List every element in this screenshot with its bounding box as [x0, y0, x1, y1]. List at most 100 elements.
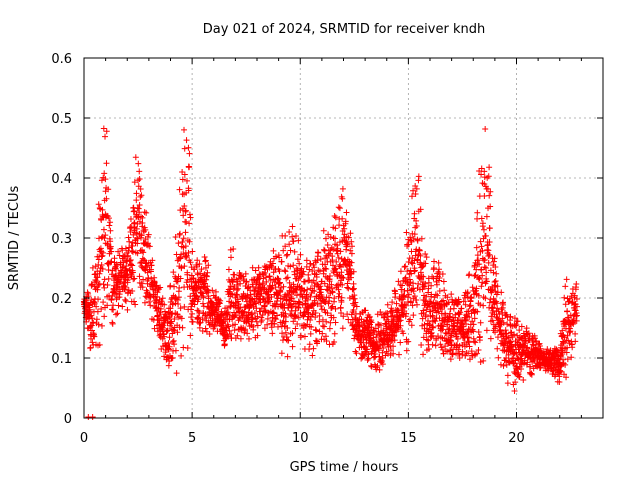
data-point	[179, 176, 186, 183]
data-point	[114, 310, 121, 317]
data-point	[106, 222, 113, 229]
data-point	[339, 215, 346, 222]
data-point	[218, 308, 225, 315]
data-point	[397, 339, 404, 346]
data-point	[289, 223, 296, 230]
data-point	[181, 145, 188, 152]
data-point	[307, 330, 314, 337]
data-point	[290, 262, 297, 269]
data-point	[339, 281, 346, 288]
data-point	[494, 345, 501, 352]
data-point	[332, 319, 339, 326]
data-point	[185, 249, 192, 256]
data-point	[486, 192, 493, 199]
data-point	[161, 308, 168, 315]
data-point	[202, 258, 209, 265]
data-point	[494, 305, 501, 312]
data-point	[126, 257, 133, 264]
data-point	[332, 214, 339, 221]
data-point	[422, 260, 429, 267]
data-point	[274, 312, 281, 319]
data-point	[415, 173, 422, 180]
data-point	[125, 234, 132, 241]
data-point	[344, 240, 351, 247]
data-point	[177, 255, 184, 262]
data-point	[319, 316, 326, 323]
data-point	[312, 326, 319, 333]
data-point	[326, 341, 333, 348]
data-point	[186, 238, 193, 245]
data-point	[94, 308, 101, 315]
data-point	[328, 281, 335, 288]
data-point	[170, 269, 177, 276]
data-point	[89, 339, 96, 346]
data-point	[249, 264, 256, 271]
data-point	[337, 248, 344, 255]
data-point	[103, 160, 110, 167]
data-point	[340, 274, 347, 281]
data-point	[475, 328, 482, 335]
data-point	[138, 280, 145, 287]
data-point	[139, 219, 146, 226]
data-point	[133, 225, 140, 232]
data-point	[90, 332, 97, 339]
data-point	[126, 266, 133, 273]
data-point	[200, 300, 207, 307]
data-point	[332, 225, 339, 232]
data-point	[173, 370, 180, 377]
data-point	[177, 207, 184, 214]
data-point	[243, 278, 250, 285]
data-point	[182, 243, 189, 250]
data-point	[282, 318, 289, 325]
data-point	[237, 280, 244, 287]
data-point	[331, 338, 338, 345]
data-point	[189, 318, 196, 325]
data-point	[420, 351, 427, 358]
data-point	[108, 258, 115, 265]
data-point	[301, 287, 308, 294]
chart-title: Day 021 of 2024, SRMTID for receiver knd…	[203, 22, 485, 37]
data-point	[310, 345, 317, 352]
data-point	[464, 334, 471, 341]
data-point	[225, 323, 232, 330]
data-point	[300, 268, 307, 275]
data-point	[403, 347, 410, 354]
data-point	[332, 265, 339, 272]
data-point	[133, 197, 140, 204]
data-point	[432, 342, 439, 349]
data-point	[351, 302, 358, 309]
data-point	[326, 297, 333, 304]
data-point	[161, 353, 168, 360]
data-point	[217, 297, 224, 304]
data-point	[299, 271, 306, 278]
data-point	[339, 195, 346, 202]
data-point	[492, 278, 499, 285]
data-point	[111, 255, 118, 262]
data-point	[138, 232, 145, 239]
data-point	[137, 186, 144, 193]
data-point	[482, 125, 489, 132]
data-point	[129, 287, 136, 294]
data-point	[305, 271, 312, 278]
data-point	[294, 321, 301, 328]
data-point	[164, 327, 171, 334]
data-point	[93, 303, 100, 310]
data-point	[263, 278, 270, 285]
data-point	[234, 291, 241, 298]
data-point	[326, 325, 333, 332]
data-point	[146, 243, 153, 250]
data-point	[314, 338, 321, 345]
data-point	[206, 331, 213, 338]
data-point	[264, 315, 271, 322]
data-point	[141, 299, 148, 306]
data-point	[181, 303, 188, 310]
data-point	[324, 242, 331, 249]
data-point	[235, 300, 242, 307]
data-point	[318, 303, 325, 310]
data-point	[270, 269, 277, 276]
data-point	[269, 314, 276, 321]
data-point	[348, 243, 355, 250]
data-point	[125, 287, 132, 294]
data-point	[130, 298, 137, 305]
data-point	[241, 308, 248, 315]
